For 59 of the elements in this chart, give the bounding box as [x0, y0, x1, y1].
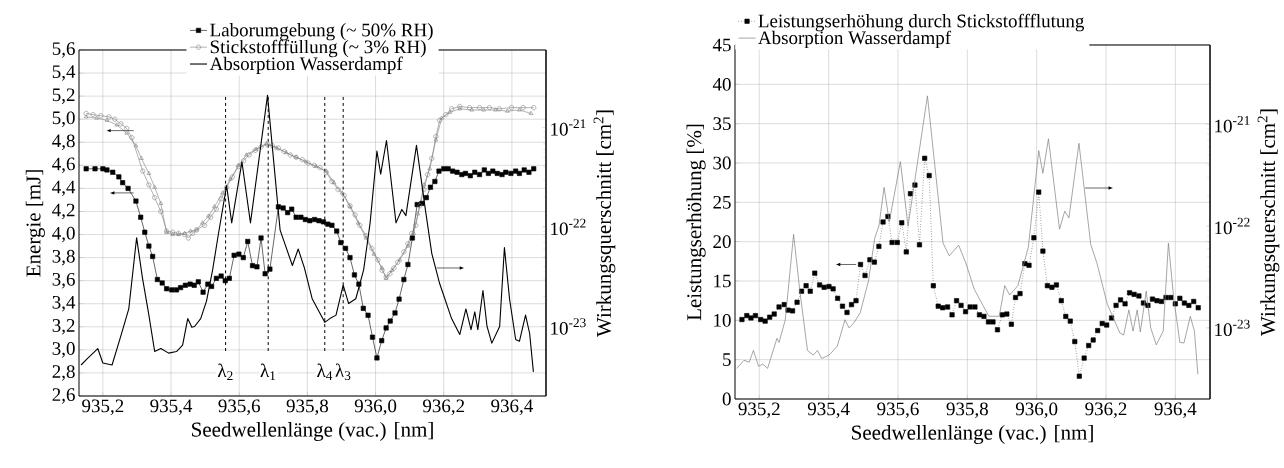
y-tick-label: 20: [713, 235, 731, 249]
x-tick-label: 936,2: [422, 399, 465, 416]
y-tick-label: 3,8: [52, 249, 75, 266]
x-axis-title: Seedwellenlänge (vac.) [nm]: [852, 424, 1093, 445]
x-tick-label: 936,0: [354, 399, 397, 416]
y-tick-label: 5: [723, 353, 731, 366]
legend-label: Absorption Wasserdampf: [758, 30, 952, 49]
y-tick-label: 5,4: [52, 65, 76, 81]
x-tick-label: 935,4: [150, 399, 193, 416]
ref-line-label: λ$_{3}$: [335, 363, 351, 381]
legend-label: Absorption Wasserdampf: [209, 56, 403, 75]
x-tick-label: 935,8: [946, 402, 988, 419]
y-tick-label: 2,6: [52, 388, 75, 404]
y-tick-label: 4,0: [52, 226, 75, 243]
y-tick-label: 3,0: [52, 342, 75, 358]
x-tick-label: 935,6: [218, 399, 261, 416]
y2-tick-label: 10$^{-21}$: [551, 119, 586, 136]
y-tick-label: 5,2: [52, 88, 75, 104]
y-axis-title: Energie [mJ]: [25, 170, 45, 277]
x-tick-label: 935,6: [877, 402, 919, 419]
y-tick-label: 45: [712, 38, 731, 52]
y2-tick-label: 10$^{-23}$: [1215, 319, 1250, 337]
x-tick-label: 935,8: [286, 399, 329, 416]
y-tick-label: 40: [712, 77, 731, 91]
y-tick-label: 3,6: [52, 272, 75, 289]
x-tick-label: 935,4: [807, 402, 850, 419]
x-tick-label: 935,2: [738, 402, 780, 419]
x-tick-label: 936,4: [1154, 402, 1197, 419]
y-tick-label: 3,2: [52, 319, 75, 335]
y-tick-label: 4,2: [52, 203, 75, 220]
x-tick-label: 936,2: [1085, 402, 1127, 419]
y-tick-label: 30: [713, 156, 731, 170]
x-tick-label: 936,4: [491, 399, 533, 416]
y-axis-title: Leistungserhöhung [%]: [686, 124, 706, 321]
y-tick-label: 10: [714, 313, 731, 327]
x-tick-label: 935,2: [82, 399, 124, 416]
y2-tick-label: 10$^{-21}$: [1215, 116, 1250, 133]
y-tick-label: 4,6: [52, 157, 75, 174]
y-tick-label: 2,8: [52, 365, 75, 381]
y2-tick-label: 10$^{-22}$: [1215, 217, 1250, 235]
y2-axis-title: Wirkungsquerschnitt [cm$^{2}$]: [593, 110, 616, 338]
y-tick-label: 5,0: [52, 111, 75, 127]
y-tick-label: 5,6: [52, 42, 75, 58]
y2-tick-label: 10$^{-23}$: [551, 318, 586, 335]
y-tick-label: 4,4: [52, 180, 76, 197]
ref-line-label: λ$_{1}$: [260, 363, 276, 381]
x-tick-label: 936,0: [1015, 402, 1058, 419]
x-axis-title: Seedwellenlänge (vac.) [nm]: [192, 421, 433, 442]
ref-line-label: λ$_{4}$: [317, 363, 333, 381]
y-tick-label: 35: [713, 117, 731, 131]
y2-tick-label: 10$^{-22}$: [551, 218, 586, 236]
ref-line-label: λ$_{2}$: [217, 363, 233, 381]
y-tick-label: 3,4: [52, 295, 76, 312]
y-tick-label: 4,8: [52, 134, 75, 151]
legend-label: Laborumgebung (~ 50% RH): [210, 23, 433, 41]
y-tick-label: 0: [722, 392, 731, 406]
y-tick-label: 25: [713, 195, 731, 209]
y-tick-label: 15: [714, 274, 731, 288]
y2-axis-title: Wirkungsquerschnitt [cm$^{2}$]: [1257, 109, 1280, 337]
